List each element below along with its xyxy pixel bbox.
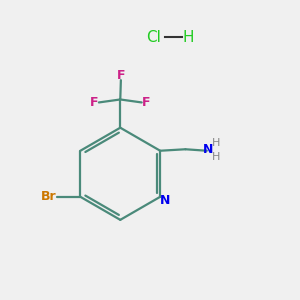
Text: N: N — [160, 194, 171, 207]
Text: F: F — [142, 96, 151, 109]
Text: H: H — [212, 152, 220, 162]
Text: N: N — [203, 143, 214, 156]
Text: F: F — [90, 96, 98, 109]
Text: F: F — [117, 69, 125, 82]
Text: Cl: Cl — [146, 30, 161, 45]
Text: H: H — [182, 30, 194, 45]
Text: H: H — [212, 138, 220, 148]
Text: Br: Br — [41, 190, 57, 203]
